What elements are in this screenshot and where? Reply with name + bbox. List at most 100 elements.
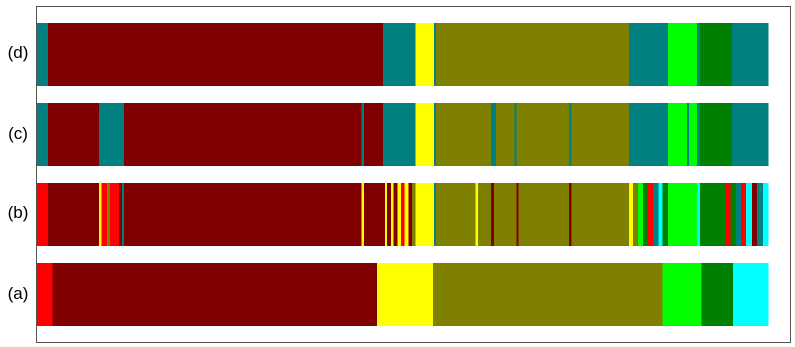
segment-b-35	[647, 183, 654, 246]
segment-b-21	[433, 183, 437, 246]
segment-b-30	[571, 183, 630, 246]
segment-b-11	[384, 183, 388, 246]
segment-c-15	[571, 103, 630, 166]
segment-b-7	[121, 183, 125, 246]
segment-b-33	[637, 183, 644, 246]
segment-a-2	[376, 263, 434, 326]
segment-c-18	[686, 103, 690, 166]
segment-d-2	[382, 23, 417, 86]
segment-c-7	[415, 103, 435, 166]
segment-b-36	[653, 183, 659, 246]
segment-b-29	[569, 183, 572, 246]
segment-b-2	[99, 183, 102, 246]
segment-c-16	[629, 103, 669, 166]
segment-b-40	[697, 183, 701, 246]
segment-c-9	[436, 103, 492, 166]
segment-d-6	[629, 23, 669, 86]
segment-d-9	[700, 23, 733, 86]
segment-a-4	[662, 263, 702, 326]
segment-c-10	[490, 103, 497, 166]
segment-d-10	[732, 23, 769, 86]
segment-b-48	[757, 183, 764, 246]
segment-a-0	[37, 263, 53, 326]
segment-b-34	[643, 183, 648, 246]
plot-frame	[36, 6, 791, 343]
segment-c-12	[514, 103, 517, 166]
segment-a-1	[52, 263, 378, 326]
segment-b-49	[762, 183, 769, 246]
segment-d-4	[433, 23, 437, 86]
segment-c-4	[361, 103, 365, 166]
segment-b-25	[490, 183, 495, 246]
segment-b-17	[404, 183, 409, 246]
segment-b-18	[408, 183, 413, 246]
segment-b-5	[110, 183, 120, 246]
segment-c-22	[732, 103, 769, 166]
segment-b-32	[632, 183, 639, 246]
segment-b-43	[730, 183, 737, 246]
segment-c-20	[697, 103, 701, 166]
segment-c-3	[123, 103, 362, 166]
segment-b-39	[667, 183, 698, 246]
segment-d-0	[37, 23, 49, 86]
segment-c-13	[516, 103, 570, 166]
segment-b-24	[477, 183, 492, 246]
segment-b-8	[123, 183, 362, 246]
segment-c-5	[363, 103, 384, 166]
segment-row-c	[37, 103, 769, 166]
segment-b-46	[746, 183, 753, 246]
segment-row-a	[37, 263, 769, 326]
segment-d-8	[697, 23, 701, 86]
segment-c-21	[700, 103, 733, 166]
segment-c-14	[569, 103, 572, 166]
segment-b-14	[393, 183, 398, 246]
segment-d-3	[415, 23, 435, 86]
segment-b-16	[401, 183, 406, 246]
segment-b-10	[363, 183, 386, 246]
segment-b-44	[735, 183, 742, 246]
segment-b-4	[107, 183, 111, 246]
segment-a-6	[732, 263, 769, 326]
segment-d-7	[667, 23, 698, 86]
segment-b-38	[662, 183, 669, 246]
segment-b-22	[436, 183, 476, 246]
segment-b-41	[700, 183, 726, 246]
segment-a-5	[701, 263, 734, 326]
segment-b-31	[629, 183, 634, 246]
segment-b-47	[751, 183, 758, 246]
segment-c-1	[47, 103, 100, 166]
segment-b-9	[361, 183, 365, 246]
row-label-a: (a)	[7, 284, 29, 303]
segment-b-26	[493, 183, 517, 246]
segment-b-6	[118, 183, 123, 246]
segment-d-1	[47, 23, 384, 86]
segment-b-12	[387, 183, 392, 246]
segment-b-37	[658, 183, 664, 246]
row-label-b: (b)	[7, 203, 29, 222]
segment-d-5	[436, 23, 630, 86]
segment-c-8	[433, 103, 437, 166]
segment-c-11	[496, 103, 515, 166]
segment-b-27	[516, 183, 520, 246]
segment-c-19	[689, 103, 698, 166]
segment-c-2	[99, 103, 125, 166]
segment-b-19	[412, 183, 417, 246]
segment-b-45	[740, 183, 747, 246]
segment-b-42	[725, 183, 732, 246]
segment-c-0	[37, 103, 49, 166]
segment-b-23	[475, 183, 479, 246]
segment-b-0	[37, 183, 49, 246]
segment-a-3	[433, 263, 664, 326]
segment-b-3	[101, 183, 108, 246]
segment-b-15	[397, 183, 402, 246]
segment-row-d	[37, 23, 769, 86]
segment-row-b	[37, 183, 769, 246]
segment-c-6	[382, 103, 417, 166]
segment-b-13	[390, 183, 395, 246]
segment-c-17	[667, 103, 688, 166]
segment-b-1	[47, 183, 100, 246]
row-label-c: (c)	[8, 124, 28, 143]
row-label-d: (d)	[7, 43, 29, 62]
segment-b-28	[518, 183, 570, 246]
